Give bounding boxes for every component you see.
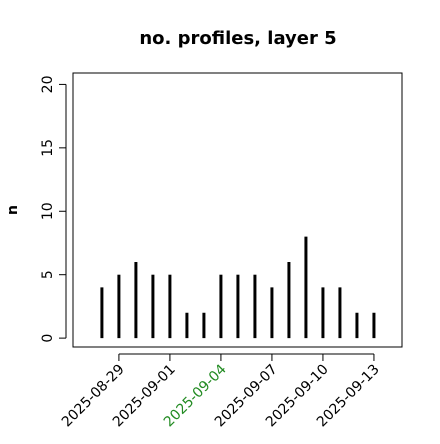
y-tick-label: 15 [40,139,56,157]
y-tick-label: 5 [40,270,56,279]
y-tick-label: 0 [40,334,56,343]
y-tick-label: 10 [40,202,56,220]
chart-title: no. profiles, layer 5 [139,28,336,49]
y-tick-label: 20 [40,76,56,94]
plot-frame [72,72,403,348]
y-axis-label: n [5,205,21,215]
